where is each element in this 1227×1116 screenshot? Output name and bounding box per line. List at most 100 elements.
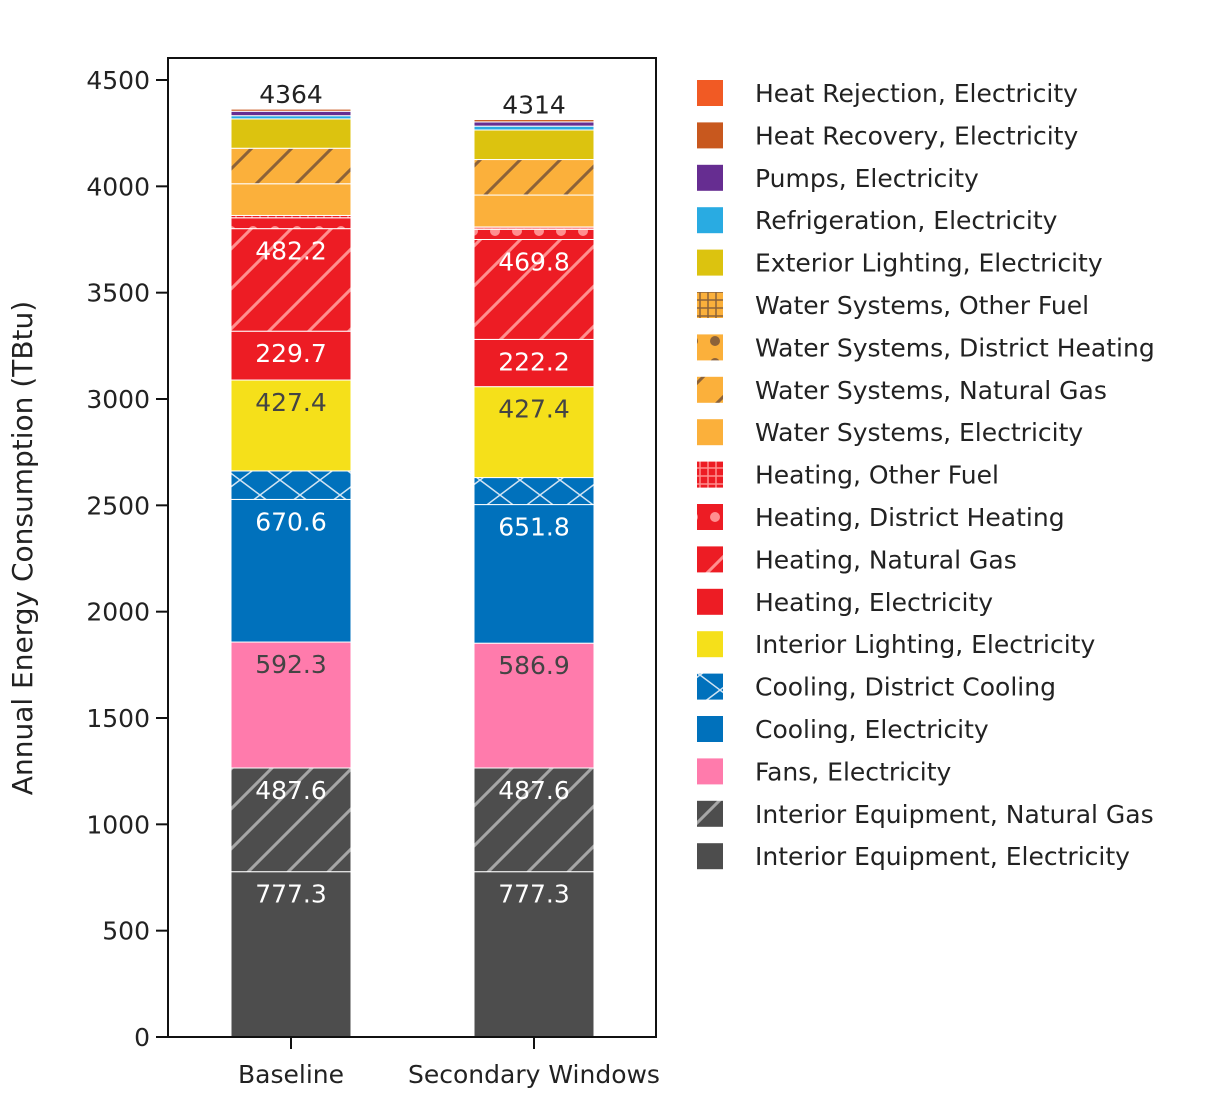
legend-item[interactable]: Heating, Electricity: [697, 588, 993, 617]
legend-label: Fans, Electricity: [755, 757, 952, 786]
legend-item[interactable]: Interior Equipment, Electricity: [697, 842, 1130, 871]
legend-item[interactable]: Water Systems, Electricity: [697, 418, 1083, 447]
legend-swatch: [697, 419, 723, 446]
legend-item[interactable]: Heating, District Heating: [697, 503, 1065, 532]
legend-label: Water Systems, Other Fuel: [755, 291, 1089, 320]
plot-frame: [167, 57, 657, 1038]
legend-swatch: [697, 334, 723, 361]
legend-label: Cooling, Electricity: [755, 715, 989, 744]
legend-item[interactable]: Heat Rejection, Electricity: [697, 79, 1078, 108]
data-label: 777.3: [498, 880, 570, 909]
data-label: 222.2: [498, 347, 570, 376]
bar-segment: Heating, District Heating: 51: [230, 217, 352, 230]
bar-segment: Interior Equipment, Electricity: 777.3: [230, 871, 352, 1038]
data-label: 777.3: [255, 880, 327, 909]
legend-label: Heat Recovery, Electricity: [755, 121, 1078, 150]
y-tick-label: 1500: [86, 704, 150, 733]
y-tick-label: 3500: [86, 279, 150, 308]
data-label: 651.8: [498, 513, 570, 542]
bar-segment: Cooling, District Cooling: 127: [473, 477, 595, 506]
legend-label: Water Systems, Electricity: [755, 418, 1083, 447]
bar-segment: Exterior Lighting, Electricity: 138: [230, 118, 352, 149]
bar-segment: Water Systems, Electricity: 150: [473, 194, 595, 228]
legend-item[interactable]: Exterior Lighting, Electricity: [697, 249, 1103, 278]
data-label: 482.2: [255, 237, 327, 266]
legend-label: Water Systems, District Heating: [755, 333, 1155, 362]
bar-segment: Heating, Natural Gas: 482.2: [230, 228, 352, 332]
legend-label: Heating, Electricity: [755, 588, 993, 617]
legend-label: Refrigeration, Electricity: [755, 206, 1058, 235]
x-axis: Baseline Secondary Windows: [238, 1037, 660, 1089]
legend-label: Pumps, Electricity: [755, 164, 979, 193]
legend-item[interactable]: Water Systems, District Heating: [697, 333, 1155, 362]
bar-segment: Heat Recovery, Electricity: 11: [473, 119, 595, 123]
legend-label: Cooling, District Cooling: [755, 673, 1056, 702]
legend-item[interactable]: Heating, Other Fuel: [697, 461, 999, 490]
bar-segment: Water Systems, Natural Gas: 167: [473, 159, 595, 196]
legend-item[interactable]: Interior Equipment, Natural Gas: [697, 800, 1154, 829]
bar-segment: Heating, District Heating: 48: [473, 228, 595, 241]
legend-item[interactable]: Pumps, Electricity: [697, 164, 979, 193]
x-tick-label: Secondary Windows: [408, 1060, 660, 1089]
legend-swatch: [697, 292, 723, 318]
legend-label: Heating, Other Fuel: [755, 461, 999, 490]
legend-label: Water Systems, Natural Gas: [755, 376, 1107, 405]
legend-swatch: [697, 122, 723, 149]
y-tick-label: 4000: [86, 172, 150, 201]
data-label: 670.6: [255, 507, 327, 536]
segment-labels: 777.3 487.6 592.3 670.6 427.4 229.7 482.2 4364 7…: [255, 80, 570, 909]
bar-segment: Heating, Electricity: 222.2: [473, 338, 595, 388]
legend-item[interactable]: Cooling, Electricity: [697, 715, 989, 744]
bar-segment: Cooling, District Cooling: 134: [230, 470, 352, 500]
bar-segment: Refrigeration, Electricity: 18: [473, 125, 595, 131]
legend-swatch: [697, 461, 723, 488]
bar-segment: Interior Equipment, Natural Gas: 487.6: [473, 767, 595, 873]
data-label: 229.7: [255, 339, 327, 368]
legend-item[interactable]: Heat Recovery, Electricity: [697, 121, 1078, 150]
legend-item[interactable]: Water Systems, Other Fuel: [697, 291, 1089, 320]
legend-item[interactable]: Fans, Electricity: [697, 757, 952, 786]
bar-segment: Fans, Electricity: 586.9: [473, 642, 595, 769]
bar-segment: Water Systems, Electricity: 149: [230, 183, 352, 216]
bar-segment: Interior Equipment, Natural Gas: 487.6: [230, 767, 352, 873]
bar-segment: Heating, Electricity: 229.7: [230, 330, 352, 381]
data-label: 469.8: [498, 248, 570, 277]
y-tick-label: 2500: [86, 491, 150, 520]
legend-item[interactable]: Refrigeration, Electricity: [697, 206, 1058, 235]
legend-swatch: [697, 800, 723, 827]
bar-segment: Cooling, Electricity: 651.8: [473, 504, 595, 644]
legend-swatch: [697, 80, 723, 106]
legend-swatch: [697, 164, 723, 191]
legend-item[interactable]: Interior Lighting, Electricity: [697, 630, 1095, 659]
data-label: 427.4: [255, 388, 327, 417]
legend-item[interactable]: Cooling, District Cooling: [697, 673, 1056, 702]
bar-segment: Interior Lighting, Electricity: 427.4: [473, 386, 595, 479]
legend-swatch: [697, 546, 723, 573]
legend-label: Heating, Natural Gas: [755, 545, 1017, 574]
data-label: 586.9: [498, 651, 570, 680]
legend-label: Interior Lighting, Electricity: [755, 630, 1095, 659]
legend-swatch: [697, 843, 723, 870]
legend-label: Heating, District Heating: [755, 503, 1065, 532]
legend-item[interactable]: Heating, Natural Gas: [697, 545, 1017, 574]
y-tick-label: 2000: [86, 598, 150, 627]
legend-label: Interior Equipment, Natural Gas: [755, 800, 1154, 829]
y-tick-label: 3000: [86, 385, 150, 414]
legend-swatch: [697, 207, 723, 234]
y-axis-label: Annual Energy Consumption (TBtu): [6, 301, 39, 795]
bar-segment: Interior Lighting, Electricity: 427.4: [230, 379, 352, 472]
bar-segment: Exterior Lighting, Electricity: 139: [473, 129, 595, 161]
total-label: 4364: [259, 80, 323, 109]
bar-segment: Pumps, Electricity: 21: [230, 110, 352, 117]
bar-segment: Pumps, Electricity: 20: [473, 121, 595, 127]
legend-label: Heat Rejection, Electricity: [755, 79, 1078, 108]
legend-item[interactable]: Water Systems, Natural Gas: [697, 376, 1107, 405]
legend-swatch: [697, 376, 723, 403]
y-tick-label: 500: [102, 917, 150, 946]
y-tick-label: 4500: [86, 66, 150, 95]
data-label: 427.4: [498, 395, 570, 424]
legend-swatch: [697, 758, 723, 785]
bar-segment: Heat Recovery, Electricity: 10: [230, 108, 352, 112]
legend-swatch: [697, 249, 723, 276]
